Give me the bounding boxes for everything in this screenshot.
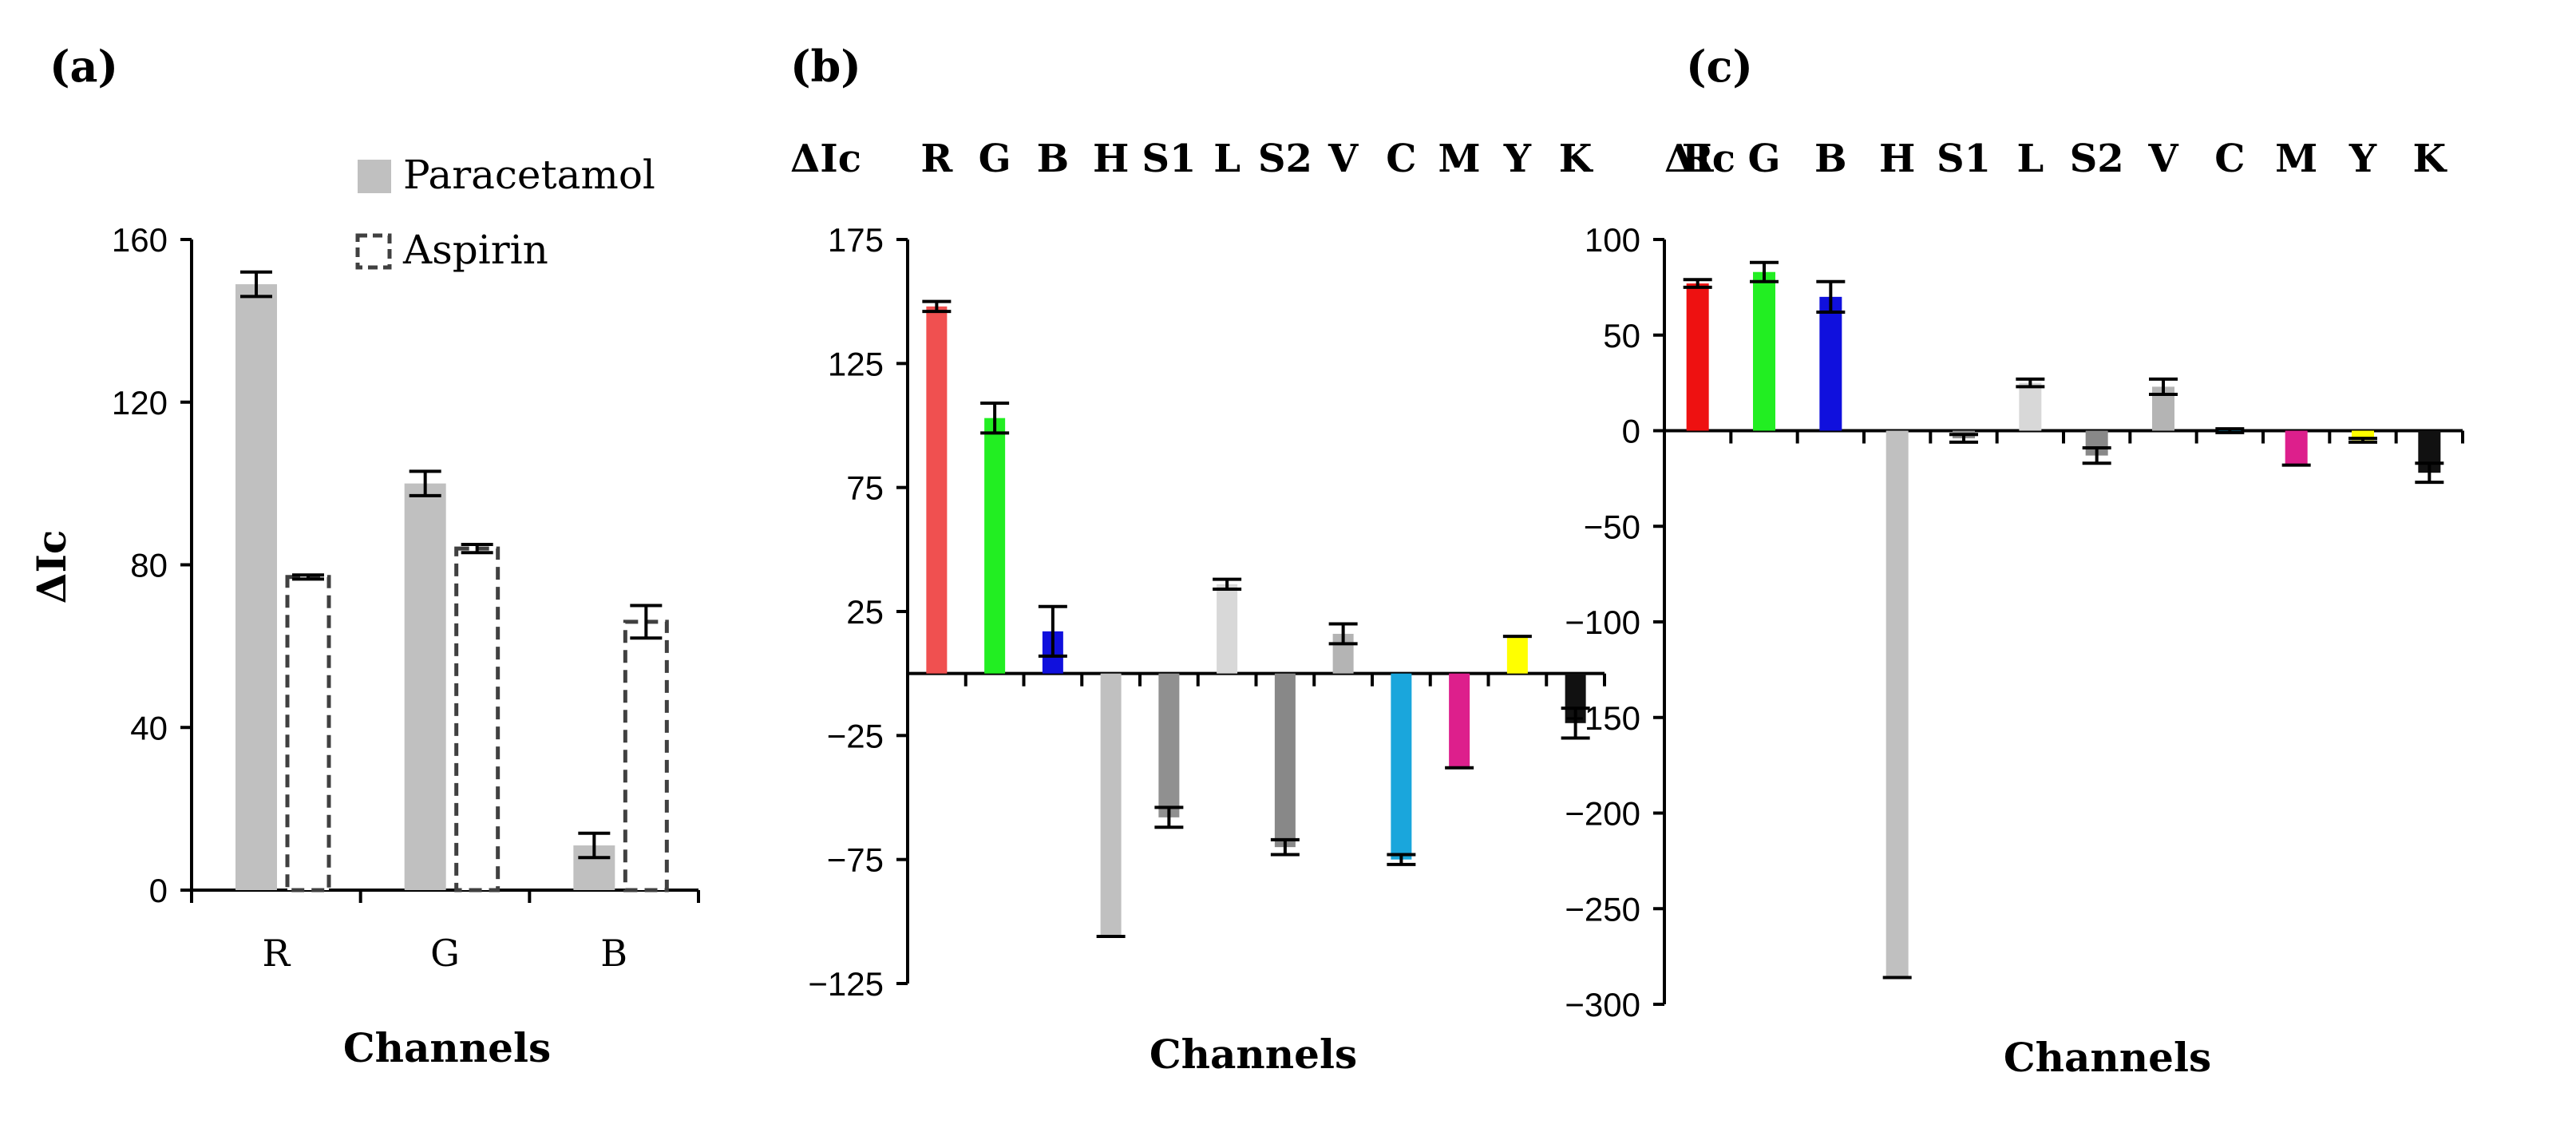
y-tick-label: 80 [130, 547, 168, 584]
legend-swatch-paracetamol [358, 160, 391, 193]
category-label: S2 [2070, 137, 2124, 181]
category-label: C [1386, 137, 1416, 181]
y-tick-label: −125 [808, 965, 884, 1003]
category-label: Y [1503, 137, 1532, 181]
category-label: R [920, 137, 953, 181]
x-axis-title: Channels [343, 1024, 551, 1071]
y-tick-label: −50 [1584, 508, 1640, 545]
bar-R [1686, 283, 1709, 431]
y-tick-label: −100 [1565, 604, 1640, 641]
y-tick-label: −150 [1565, 699, 1640, 737]
y-tick-label: 25 [846, 593, 884, 631]
bar-paracetamol-R [235, 284, 277, 890]
category-label: B [1037, 137, 1070, 181]
bar-C [1391, 673, 1412, 860]
bar-G [984, 418, 1006, 674]
y-tick-label: 0 [1622, 413, 1640, 450]
category-label: L [1213, 137, 1241, 181]
y-tick-label: −25 [827, 717, 884, 754]
y-tick-label: 100 [1585, 221, 1640, 259]
bar-S2 [1274, 673, 1296, 848]
bar-L [2019, 382, 2042, 431]
y-tick-label: 50 [1603, 317, 1640, 354]
y-tick-label: 125 [828, 345, 884, 382]
panel-label: (a) [49, 41, 118, 92]
category-label: H [1879, 137, 1915, 181]
y-axis-title: ΔIc [28, 530, 75, 604]
category-label: M [1438, 137, 1481, 181]
x-tick-label: B [600, 932, 627, 975]
bar-M [1449, 673, 1470, 768]
bar-M [2285, 430, 2308, 465]
category-label: H [1093, 137, 1129, 181]
category-label: B [1814, 137, 1847, 181]
y-tick-label: 75 [846, 469, 884, 507]
bar-S1 [1158, 673, 1180, 817]
category-label: R [1682, 137, 1715, 181]
category-label: V [2147, 137, 2178, 181]
bar-aspirin-B [623, 619, 669, 893]
category-label: S1 [1142, 137, 1196, 181]
category-label: Y [2348, 137, 2377, 181]
bar-L [1217, 584, 1238, 674]
bar-aspirin-G [454, 546, 501, 893]
category-label: S1 [1937, 137, 1991, 181]
y-tick-label: −200 [1565, 795, 1640, 833]
y-tick-label: 120 [112, 384, 168, 422]
category-label: S2 [1258, 137, 1312, 181]
panel-label: (b) [790, 41, 861, 92]
bar-Y [1506, 636, 1528, 674]
y-tick-label: 175 [828, 221, 884, 259]
y-tick-label: −300 [1565, 986, 1640, 1023]
panel-label: (c) [1686, 41, 1753, 92]
category-label: M [2275, 137, 2317, 181]
bar-R [926, 306, 948, 674]
bar-Y [2352, 430, 2374, 441]
y-tick-label: −250 [1565, 890, 1640, 928]
category-label: L [2016, 137, 2044, 181]
x-axis-title: Channels [2004, 1034, 2211, 1081]
legend-swatch-aspirin [355, 233, 392, 270]
category-label: K [2412, 137, 2447, 181]
bar-G [1753, 271, 1775, 431]
legend-label-paracetamol: Paracetamol [403, 152, 655, 198]
x-tick-label: G [430, 932, 460, 975]
y-tick-label: 160 [112, 221, 168, 259]
y-tick-label: 0 [149, 872, 168, 909]
y-tick-label: −75 [827, 841, 884, 879]
bar-B [1819, 296, 1842, 431]
bar-H [1886, 430, 1909, 978]
category-label: V [1328, 137, 1359, 181]
bar-aspirin-R [285, 575, 331, 893]
bar-H [1100, 673, 1122, 936]
panel-b: (b) −125 −75 −25 25 75 125 175 ΔIc R G B H S1 L S2 V C M Y K… [790, 41, 1606, 1078]
category-label: G [979, 137, 1011, 181]
y-axis-title: ΔIc [1664, 137, 1735, 181]
y-tick-label: 40 [130, 709, 168, 746]
category-label: K [1559, 137, 1594, 181]
legend-label-aspirin: Aspirin [402, 227, 548, 273]
category-label: G [1748, 137, 1781, 181]
category-label: C [2214, 137, 2245, 181]
panel-a: (a) 0 40 80 120 160 R G B ΔIc Channels Paracetamol A… [28, 41, 700, 1071]
x-tick-label: R [263, 932, 291, 975]
bar-paracetamol-G [404, 483, 446, 890]
y-axis-title: ΔIc [790, 137, 861, 181]
x-axis-title: Channels [1150, 1031, 1357, 1078]
